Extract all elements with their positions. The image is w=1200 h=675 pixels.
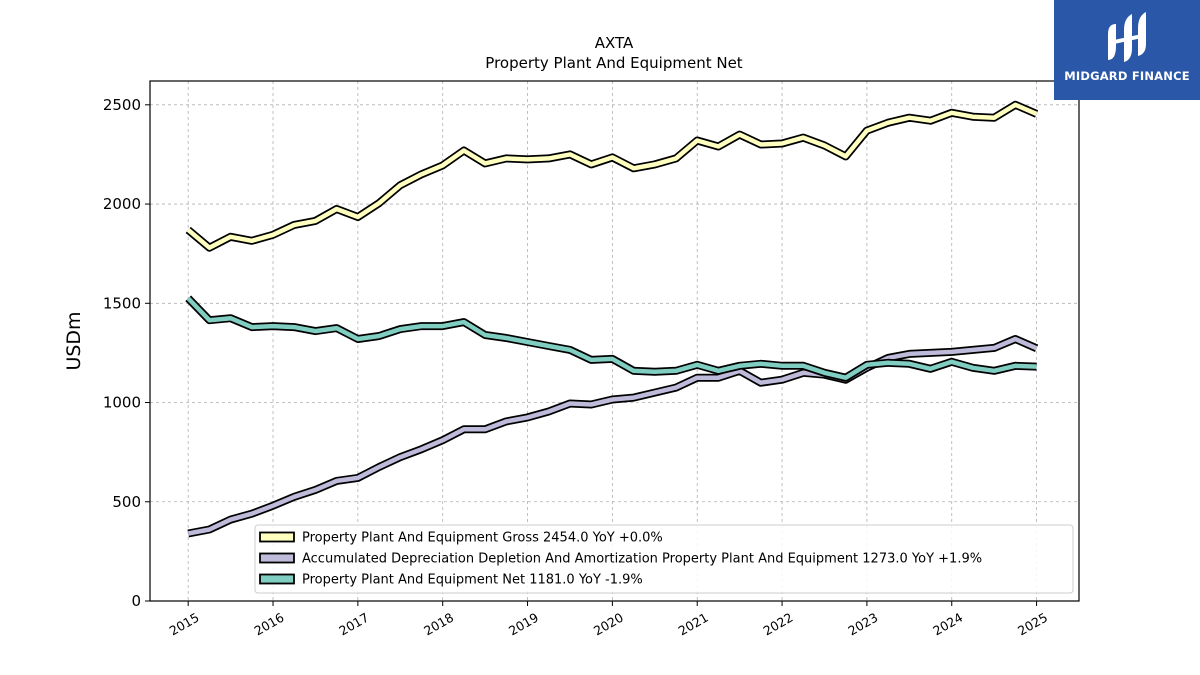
legend-swatch [259, 552, 295, 564]
y-tick-label: 500 [112, 493, 141, 511]
series-line [186, 296, 1037, 380]
legend-swatch [259, 531, 295, 543]
y-tick-label: 1500 [103, 294, 141, 312]
y-tick-label: 2000 [103, 195, 141, 213]
plot-lines [185, 100, 1039, 538]
legend: Property Plant And Equipment Gross 2454.… [254, 524, 1074, 594]
x-tick-label: 2024 [930, 610, 965, 639]
y-tick-label: 0 [131, 592, 141, 610]
y-tick-label: 2500 [103, 96, 141, 114]
x-tick-label: 2020 [591, 610, 626, 639]
chart-subtitle: Property Plant And Equipment Net [485, 54, 742, 72]
brand-mark-icon [1108, 12, 1146, 62]
x-tick-label: 2022 [761, 610, 796, 639]
x-tick-label: 2025 [1015, 610, 1050, 639]
series-line [187, 336, 1038, 536]
grid [150, 81, 1079, 602]
y-tick-label: 1000 [103, 394, 141, 412]
x-tick-label: 2019 [506, 610, 541, 639]
legend-swatch [259, 573, 295, 585]
x-tick-label: 2017 [336, 610, 371, 639]
x-tick-label: 2016 [251, 610, 286, 639]
brand-name: MIDGARD FINANCE [1064, 69, 1190, 83]
legend-frame [254, 524, 1074, 594]
x-tick-label: 2023 [845, 610, 880, 639]
legend-label: Property Plant And Equipment Net 1181.0 … [302, 573, 643, 588]
brand-logo: MIDGARD FINANCE [1054, 0, 1200, 100]
y-axis-label: USDm [63, 311, 85, 370]
series-line [186, 102, 1038, 250]
legend-label: Property Plant And Equipment Gross 2454.… [302, 531, 663, 546]
x-tick-label: 2015 [167, 610, 202, 639]
chart-title: AXTA [595, 34, 634, 52]
plot-frame [149, 80, 1080, 602]
x-tick-label: 2018 [421, 610, 456, 639]
x-tick-label: 2021 [676, 610, 711, 639]
legend-label: Accumulated Depreciation Depletion And A… [302, 552, 982, 567]
